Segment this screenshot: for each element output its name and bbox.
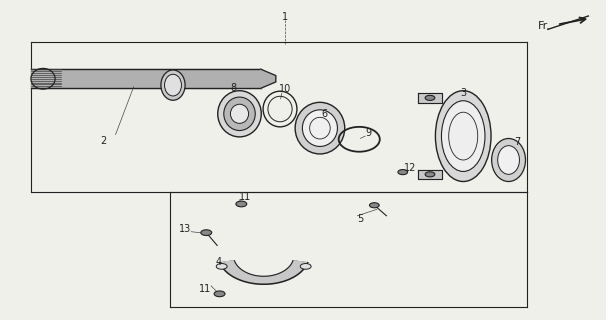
Ellipse shape: [295, 102, 345, 154]
Text: 6: 6: [321, 109, 327, 119]
Ellipse shape: [441, 101, 485, 172]
Text: 7: 7: [514, 138, 521, 148]
Text: 4: 4: [215, 257, 221, 267]
Ellipse shape: [161, 70, 185, 100]
Text: 9: 9: [365, 128, 371, 138]
Ellipse shape: [370, 203, 379, 208]
Ellipse shape: [165, 74, 181, 96]
Ellipse shape: [498, 146, 519, 174]
Polygon shape: [418, 93, 442, 103]
Polygon shape: [261, 69, 276, 88]
Ellipse shape: [435, 91, 491, 181]
Text: 11: 11: [199, 284, 211, 294]
Text: 8: 8: [230, 83, 236, 93]
Ellipse shape: [214, 291, 225, 297]
Text: 12: 12: [404, 163, 417, 173]
Text: 1: 1: [282, 12, 288, 22]
Ellipse shape: [491, 139, 525, 181]
Text: 10: 10: [279, 84, 291, 94]
Ellipse shape: [425, 95, 435, 100]
Ellipse shape: [230, 104, 248, 123]
Text: Fr.: Fr.: [538, 21, 551, 31]
Ellipse shape: [398, 170, 408, 175]
Text: 5: 5: [358, 214, 364, 224]
Polygon shape: [418, 170, 442, 179]
Ellipse shape: [425, 172, 435, 177]
Ellipse shape: [236, 201, 247, 207]
Polygon shape: [220, 261, 308, 284]
Text: 2: 2: [101, 136, 107, 146]
Ellipse shape: [216, 264, 227, 269]
Text: 11: 11: [239, 192, 251, 202]
Ellipse shape: [218, 91, 261, 137]
Text: 13: 13: [179, 223, 191, 234]
Ellipse shape: [300, 264, 311, 269]
Ellipse shape: [302, 110, 338, 147]
Ellipse shape: [201, 230, 211, 236]
Text: 3: 3: [460, 88, 466, 98]
Ellipse shape: [224, 97, 255, 131]
